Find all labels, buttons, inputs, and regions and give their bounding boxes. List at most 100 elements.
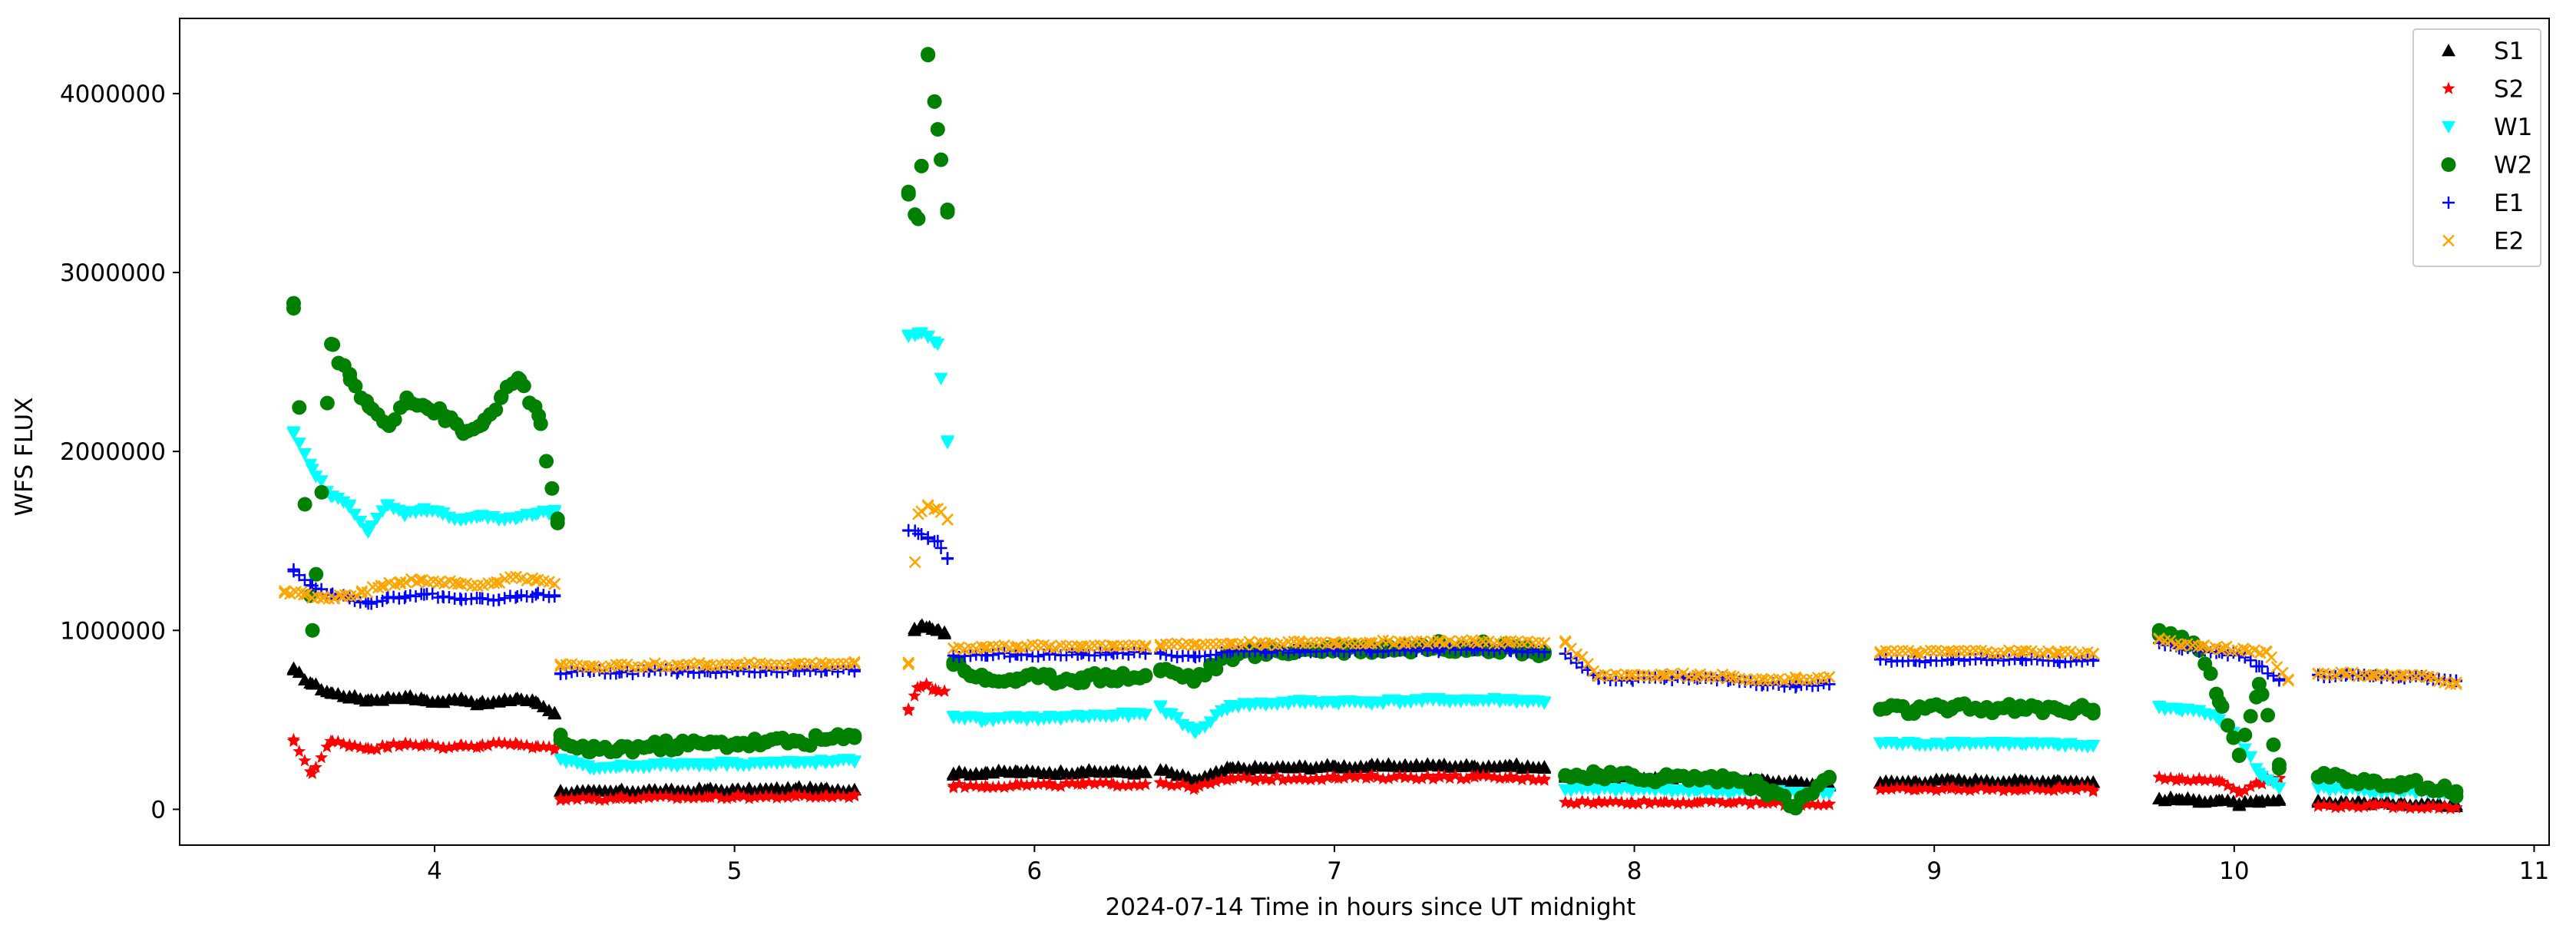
data-point: [369, 512, 384, 526]
data-point: [1139, 641, 1152, 654]
data-point: [1043, 778, 1057, 791]
data-point: [1042, 765, 1057, 778]
data-point: [2164, 634, 2177, 647]
data-point: [941, 513, 954, 526]
data-point: [775, 790, 789, 803]
data-point: [986, 780, 1000, 794]
data-point: [1924, 644, 1937, 657]
data-point: [2226, 730, 2241, 745]
data-point: [921, 331, 935, 344]
data-point: [1705, 794, 1718, 808]
data-point: [1133, 778, 1146, 791]
data-point: [1944, 737, 1959, 751]
data-point: [1363, 770, 1377, 783]
data-point: [1454, 635, 1467, 648]
data-point: [399, 390, 415, 405]
data-point: [2086, 775, 2101, 788]
data-point: [2231, 748, 2247, 763]
data-point: [1521, 770, 1535, 783]
data-point: [2081, 781, 2095, 794]
data-point: [1223, 761, 1238, 774]
data-point: [2251, 676, 2267, 692]
data-point: [1181, 722, 1195, 735]
data-point: [1139, 639, 1152, 652]
data-point: [1738, 794, 1752, 808]
data-point: [643, 659, 655, 672]
data-point: [1010, 712, 1025, 725]
data-point: [306, 766, 319, 779]
data-point: [818, 732, 833, 747]
data-point: [481, 593, 494, 606]
data-point: [2272, 782, 2287, 795]
data-point: [1537, 771, 1551, 784]
legend-label: E1: [2494, 190, 2524, 217]
data-point: [1873, 737, 1887, 751]
data-point: [1276, 773, 1290, 786]
data-point: [1467, 694, 1482, 708]
data-point: [1884, 782, 1898, 795]
data-point: [1287, 771, 1301, 784]
data-point: [2221, 778, 2234, 791]
data-point: [287, 565, 300, 578]
data-point: [2237, 743, 2252, 756]
data-point: [539, 454, 554, 469]
data-point: [921, 47, 936, 62]
data-point: [715, 791, 729, 804]
data-point: [632, 661, 645, 674]
data-point: [1935, 781, 1949, 795]
data-point: [2203, 666, 2218, 682]
data-point: [613, 791, 627, 804]
data-point: [653, 789, 667, 802]
data-point: [1011, 640, 1024, 653]
data-point: [1677, 667, 1690, 680]
data-point: [1159, 777, 1173, 790]
data-point: [2311, 798, 2325, 811]
data-point: [1171, 651, 1184, 664]
data-point: [1433, 770, 1447, 783]
data-point: [437, 408, 452, 424]
data-point: [1404, 770, 1417, 783]
data-point: [2449, 784, 2464, 799]
data-point: [1789, 798, 1804, 814]
data-point: [1364, 636, 1376, 649]
data-point: [1945, 646, 1958, 659]
data-point: [911, 527, 924, 540]
data-point: [398, 689, 413, 702]
data-point: [582, 745, 597, 760]
data-point: [1397, 758, 1412, 771]
data-point: [1558, 784, 1572, 797]
data-point: [1823, 670, 1836, 683]
data-point: [394, 576, 407, 589]
legend-marker-E2: [2442, 234, 2455, 247]
data-point: [1569, 797, 1583, 810]
data-point: [1075, 639, 1088, 652]
data-point: [314, 475, 329, 488]
data-point: [1625, 795, 1639, 808]
data-point: [1420, 769, 1434, 782]
data-point: [387, 590, 400, 603]
data-point: [1890, 781, 1904, 794]
data-point: [511, 590, 524, 603]
legend-label: W2: [2494, 152, 2532, 180]
data-point: [931, 684, 945, 698]
data-point: [1054, 779, 1068, 792]
marks-layer: [278, 47, 2464, 816]
data-point: [1558, 768, 1573, 783]
data-point: [908, 556, 921, 569]
data-point: [1671, 797, 1685, 810]
data-point: [2198, 774, 2212, 787]
data-point: [1094, 646, 1107, 659]
data-point: [324, 336, 339, 352]
data-point: [1294, 645, 1307, 658]
x-tick-label: 9: [1926, 857, 1942, 885]
data-point: [2075, 780, 2089, 794]
data-point: [2015, 738, 2029, 751]
data-point: [934, 542, 947, 555]
data-point: [473, 739, 487, 753]
data-point: [2152, 770, 2166, 783]
data-point: [818, 756, 832, 769]
data-point: [570, 792, 584, 805]
data-point: [1756, 780, 1771, 795]
data-point: [2238, 651, 2251, 664]
data-point: [2449, 801, 2463, 814]
